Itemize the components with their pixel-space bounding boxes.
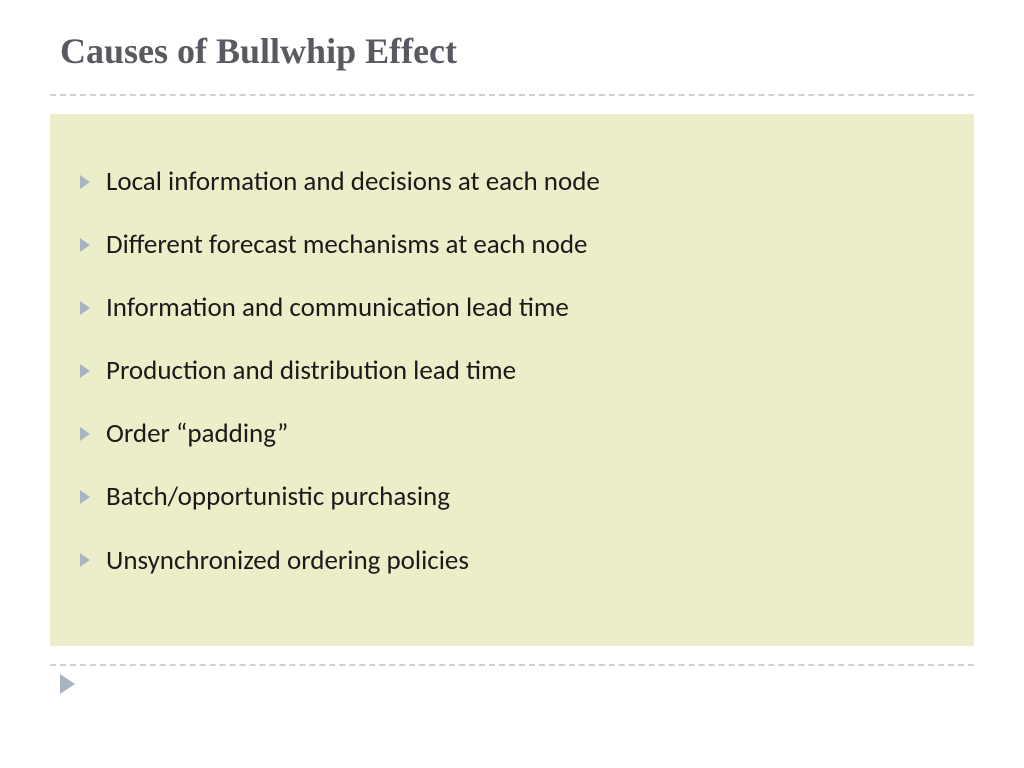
content-box: Local information and decisions at each … [50,114,974,646]
triangle-bullet-icon [80,175,90,189]
triangle-bullet-icon [80,364,90,378]
triangle-bullet-icon [80,238,90,252]
triangle-bullet-icon [80,427,90,441]
triangle-bullet-icon [80,553,90,567]
list-item: Batch/opportunistic purchasing [80,479,944,514]
list-item-text: Information and communication lead time [106,290,569,325]
divider-top [50,94,974,96]
list-item: Local information and decisions at each … [80,164,944,199]
list-item-text: Different forecast mechanisms at each no… [106,227,588,262]
list-item-text: Order “padding” [106,416,288,451]
footer-arrow-icon [60,674,75,694]
list-item: Information and communication lead time [80,290,944,325]
slide-container: Causes of Bullwhip Effect Local informat… [0,0,1024,768]
triangle-bullet-icon [80,301,90,315]
list-item: Order “padding” [80,416,944,451]
triangle-bullet-icon [80,490,90,504]
bullet-list: Local information and decisions at each … [80,164,944,578]
slide-title: Causes of Bullwhip Effect [50,30,974,72]
list-item-text: Local information and decisions at each … [106,164,600,199]
list-item: Different forecast mechanisms at each no… [80,227,944,262]
list-item-text: Production and distribution lead time [106,353,516,388]
list-item-text: Unsynchronized ordering policies [106,543,469,578]
list-item: Production and distribution lead time [80,353,944,388]
list-item-text: Batch/opportunistic purchasing [106,479,450,514]
list-item: Unsynchronized ordering policies [80,543,944,578]
divider-bottom [50,664,974,666]
